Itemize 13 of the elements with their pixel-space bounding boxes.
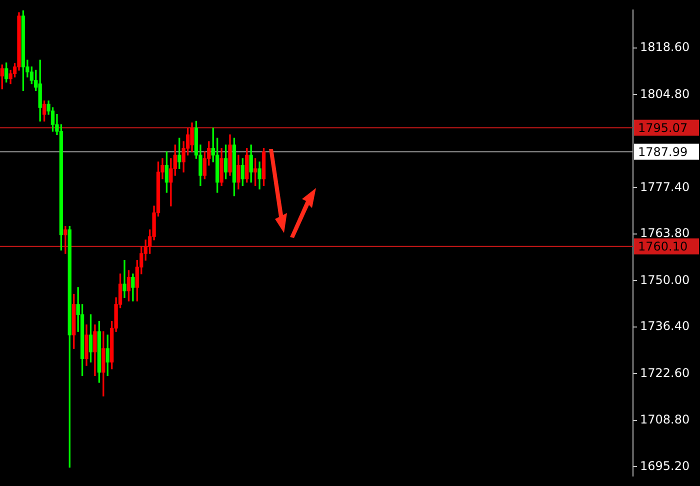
- y-tick-label: 1777.40: [640, 180, 690, 194]
- y-tick-label: 1750.00: [640, 272, 690, 287]
- y-tick-label: 1708.80: [640, 412, 690, 427]
- candlestick: [122, 260, 126, 298]
- y-tick-label: 1818.60: [640, 40, 690, 54]
- y-tick-label: 1736.40: [640, 318, 690, 333]
- ref-line-label: 1760.10: [638, 240, 688, 254]
- y-tick-label: 1763.80: [640, 226, 690, 240]
- y-tick-label: 1695.20: [640, 458, 690, 473]
- ref-line-label: 1787.99: [638, 144, 688, 159]
- y-tick-label: 1722.60: [640, 366, 690, 380]
- y-tick-label: 1804.80: [640, 86, 690, 101]
- ref-line-label: 1795.07: [638, 120, 688, 135]
